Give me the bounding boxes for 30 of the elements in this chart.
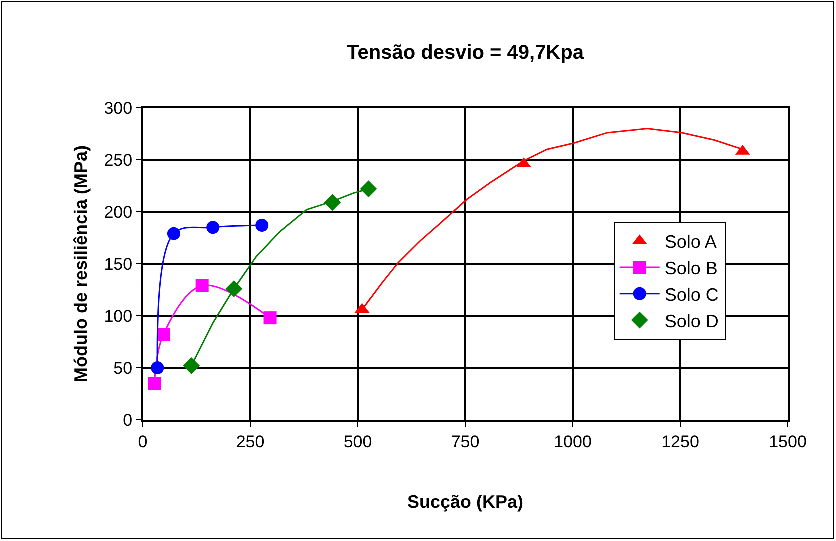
y-tick-label: 50 bbox=[114, 358, 133, 378]
x-tick-label: 1250 bbox=[662, 432, 700, 452]
point bbox=[264, 312, 277, 325]
point bbox=[360, 180, 378, 198]
y-tick-label: 0 bbox=[123, 410, 133, 430]
legend-label: Solo D bbox=[664, 311, 719, 332]
y-tick-label: 300 bbox=[104, 98, 133, 118]
x-tick-label: 250 bbox=[236, 432, 265, 452]
y-tick-label: 100 bbox=[104, 306, 133, 326]
point bbox=[256, 219, 269, 232]
x-tick-label: 1500 bbox=[769, 432, 807, 452]
x-axis-title: Sucção (KPa) bbox=[407, 492, 524, 512]
point bbox=[206, 221, 220, 234]
x-tick-label: 1000 bbox=[554, 432, 592, 452]
legend-label: Solo A bbox=[664, 232, 717, 252]
point bbox=[183, 357, 200, 374]
x-tick-label: 0 bbox=[138, 432, 148, 452]
y-axis-title: Módulo de resiliência (MPa) bbox=[70, 145, 91, 383]
legend-label: Solo C bbox=[664, 284, 719, 305]
y-tick-label: 150 bbox=[104, 254, 133, 274]
point bbox=[148, 377, 162, 390]
point bbox=[196, 279, 209, 292]
x-tick-label: 500 bbox=[344, 432, 372, 452]
y-tick-label: 200 bbox=[104, 202, 133, 222]
legend-label: Solo B bbox=[664, 258, 718, 278]
y-tick-label: 250 bbox=[104, 150, 133, 170]
point bbox=[151, 362, 164, 374]
point bbox=[167, 227, 180, 240]
chart-title: Tensão desvio = 49,7Kpa bbox=[347, 42, 585, 64]
x-tick-label: 750 bbox=[451, 432, 480, 452]
